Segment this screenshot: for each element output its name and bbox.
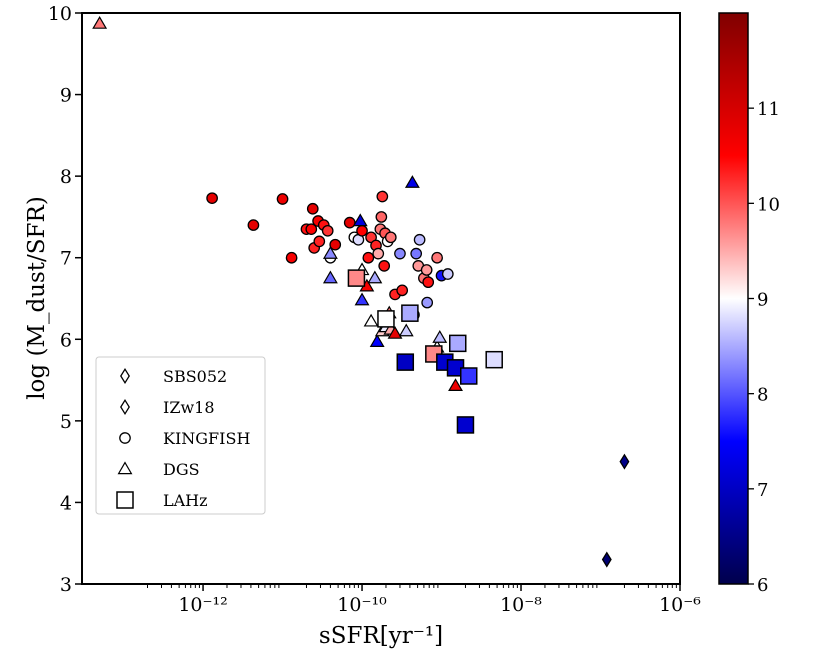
y-tick-label: 8 (60, 166, 72, 188)
axis-ticks: 10⁻¹² 10⁻¹⁰ 10⁻⁸ 10⁻⁶ 3 4 5 6 7 8 9 10 (48, 3, 701, 616)
legend-label-sbs052: SBS052 (163, 367, 227, 386)
kingfish-point (313, 235, 326, 248)
lahz-point (401, 304, 419, 322)
y-axis-label: log (M_dust/SFR) (24, 196, 50, 400)
kingfish-point (356, 224, 368, 237)
y-tick-label: 4 (60, 492, 72, 514)
legend-marker-lahz (116, 491, 134, 509)
legend-label-dgs: DGS (163, 460, 200, 479)
dgs-point (92, 16, 108, 29)
kingfish-point (372, 247, 385, 260)
colorbar-ticks: 6 7 8 9 10 11 (748, 99, 780, 596)
kingfish-point (247, 219, 260, 231)
points-layer (92, 16, 630, 568)
lahz-point (449, 334, 467, 353)
dgs-point (404, 175, 420, 188)
dgs-point (398, 323, 414, 337)
y-tick-label: 9 (60, 85, 72, 107)
x-tick-label: 10⁻¹⁰ (337, 594, 387, 616)
kingfish-point (321, 224, 334, 237)
colorbar-tick-label: 9 (757, 290, 768, 311)
izw18-point (601, 551, 612, 568)
lahz-point (396, 353, 415, 371)
legend-marker-sbs052 (120, 367, 130, 385)
kingfish-point (413, 233, 426, 246)
lahz-point (347, 269, 366, 287)
lahz-point (459, 367, 478, 385)
kingfish-point (421, 296, 434, 309)
kingfish-point (305, 223, 318, 236)
y-tick-label: 5 (60, 411, 72, 433)
dgs-point (448, 378, 463, 391)
kingfish-point (206, 192, 218, 205)
lahz-point (456, 416, 475, 434)
colorbar-tick-label: 8 (757, 385, 768, 406)
colorbar-tick-label: 11 (757, 99, 780, 120)
kingfish-point (384, 231, 397, 244)
dgs-point (432, 330, 448, 343)
legend: SBS052 IZw18 KINGFISH DGS LAHz (95, 356, 266, 515)
x-axis-label: sSFR[yr⁻¹] (319, 623, 443, 649)
legend-marker-kingfish (119, 432, 131, 444)
kingfish-point (306, 202, 319, 215)
y-tick-label: 6 (60, 329, 72, 351)
dgs-point (354, 292, 370, 306)
kingfish-point (376, 190, 389, 203)
lahz-point (377, 310, 395, 328)
y-tick-label: 10 (48, 3, 72, 25)
kingfish-point (431, 251, 443, 264)
kingfish-point (410, 247, 423, 260)
y-tick-label: 3 (60, 574, 72, 596)
dgs-point (352, 213, 368, 227)
kingfish-point (375, 211, 388, 223)
sbs052-point (619, 453, 630, 470)
y-tick-label: 7 (60, 248, 72, 270)
kingfish-point (276, 193, 289, 205)
x-tick-label: 10⁻⁶ (659, 594, 701, 616)
legend-marker-izw18 (120, 398, 130, 416)
kingfish-point (441, 268, 454, 280)
colorbar-tick-label: 6 (757, 575, 768, 596)
kingfish-point (329, 238, 342, 251)
dgs-point (387, 325, 403, 339)
lahz-point (485, 350, 503, 369)
colorbar-tick-label: 7 (757, 480, 768, 501)
plot-frame (81, 12, 681, 585)
kingfish-point (396, 284, 409, 297)
legend-label-kingfish: KINGFISH (163, 429, 250, 448)
legend-label-lahz: LAHz (163, 491, 208, 510)
kingfish-point (362, 251, 375, 264)
kingfish-point (285, 251, 298, 264)
dgs-point (322, 270, 338, 284)
dgs-point (369, 334, 385, 347)
legend-label-izw18: IZw18 (163, 398, 215, 417)
dgs-point (363, 313, 379, 327)
kingfish-point (420, 264, 433, 276)
kingfish-point (422, 276, 435, 289)
kingfish-point (378, 260, 391, 272)
x-tick-label: 10⁻¹² (178, 594, 227, 616)
kingfish-point (343, 216, 356, 229)
legend-marker-dgs (117, 461, 133, 475)
x-tick-label: 10⁻⁸ (500, 594, 542, 616)
colorbar (718, 12, 749, 585)
kingfish-point (394, 247, 406, 260)
legend-frame (95, 356, 266, 515)
colorbar-tick-label: 10 (757, 194, 780, 215)
dgs-point (367, 270, 383, 284)
dgs-point (322, 246, 338, 259)
